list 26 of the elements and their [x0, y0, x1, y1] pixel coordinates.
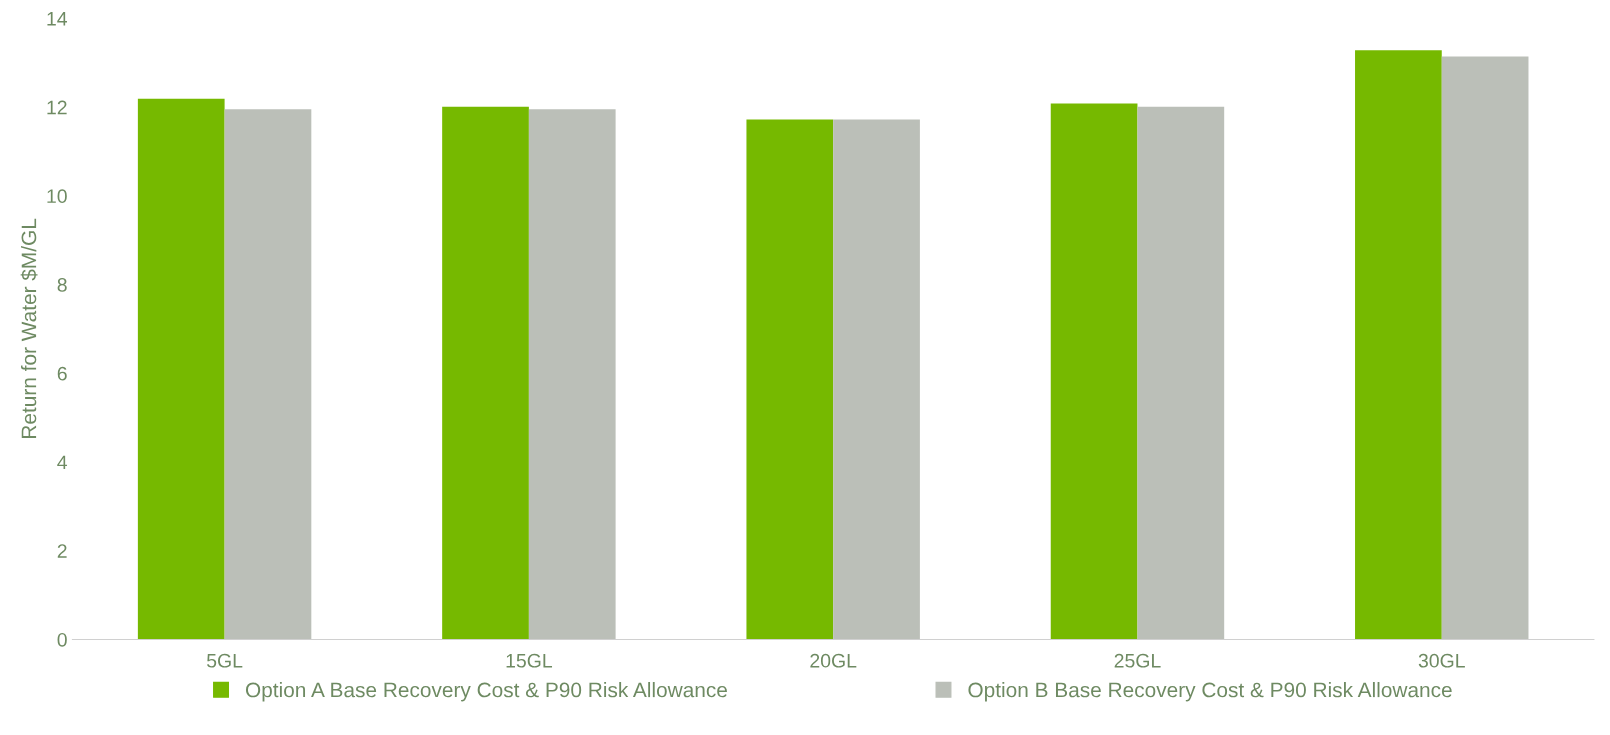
bar — [1441, 56, 1529, 640]
y-tick-label: 14 — [47, 12, 68, 26]
x-tick-label: 30GL — [1418, 653, 1465, 668]
bar — [1050, 103, 1138, 640]
y-tick-label: 4 — [57, 455, 68, 470]
bar — [442, 106, 529, 640]
legend-label: Option B Base Recovery Cost & P90 Risk Allowance — [968, 682, 1452, 702]
y-tick-label: 2 — [57, 544, 67, 558]
x-tick-label: 20GL — [810, 653, 857, 668]
bar — [833, 119, 920, 640]
legend-label: Option A Base Recovery Cost & P90 Risk Allowance — [245, 682, 727, 702]
y-tick-label: 10 — [47, 189, 67, 204]
x-tick-label: 25GL — [1114, 653, 1161, 668]
y-tick-label: 8 — [57, 278, 67, 292]
x-tick-label: 5GL — [207, 653, 243, 668]
x-tick-label: 15GL — [506, 653, 553, 668]
y-axis-title: Return for Water $M/GL — [20, 218, 38, 438]
y-tick-label: 12 — [47, 100, 67, 115]
bar — [137, 98, 225, 640]
bar — [224, 109, 312, 640]
bar — [528, 109, 616, 640]
y-tick-label: 0 — [57, 632, 67, 647]
y-tick-label: 6 — [57, 366, 67, 381]
bar — [746, 119, 834, 640]
bar — [1355, 50, 1442, 640]
bar — [1137, 106, 1225, 640]
